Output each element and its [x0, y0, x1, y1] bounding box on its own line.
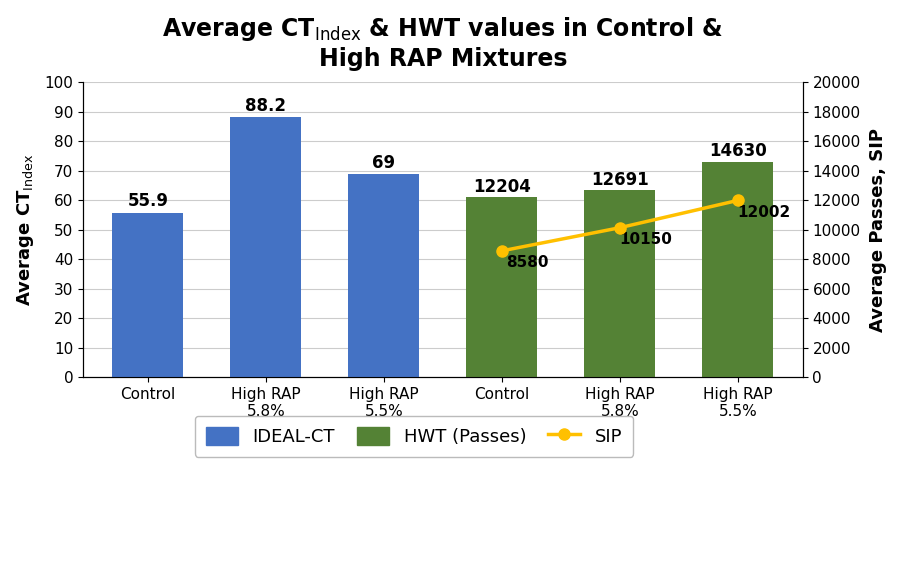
- Legend: IDEAL-CT, HWT (Passes), SIP: IDEAL-CT, HWT (Passes), SIP: [195, 416, 633, 457]
- Y-axis label: Average Passes, SIP: Average Passes, SIP: [869, 128, 887, 332]
- Y-axis label: Average CT$_{\mathrm{Index}}$: Average CT$_{\mathrm{Index}}$: [15, 154, 36, 306]
- Text: 14630: 14630: [709, 142, 767, 160]
- Bar: [703, 162, 773, 378]
- Bar: [584, 190, 655, 378]
- Title: Average CT$_{\mathrm{Index}}$ & HWT values in Control &
High RAP Mixtures: Average CT$_{\mathrm{Index}}$ & HWT valu…: [162, 15, 723, 71]
- Text: 12204: 12204: [473, 178, 530, 196]
- Text: 88.2: 88.2: [245, 97, 286, 115]
- Text: 12691: 12691: [591, 171, 649, 189]
- Text: 12002: 12002: [737, 205, 790, 220]
- Bar: [348, 174, 419, 378]
- Bar: [230, 117, 301, 378]
- Bar: [466, 198, 538, 378]
- Text: 55.9: 55.9: [127, 192, 169, 210]
- Text: 8580: 8580: [507, 256, 549, 270]
- Bar: [113, 213, 183, 378]
- Text: 69: 69: [373, 154, 395, 171]
- Text: 10150: 10150: [620, 232, 672, 247]
